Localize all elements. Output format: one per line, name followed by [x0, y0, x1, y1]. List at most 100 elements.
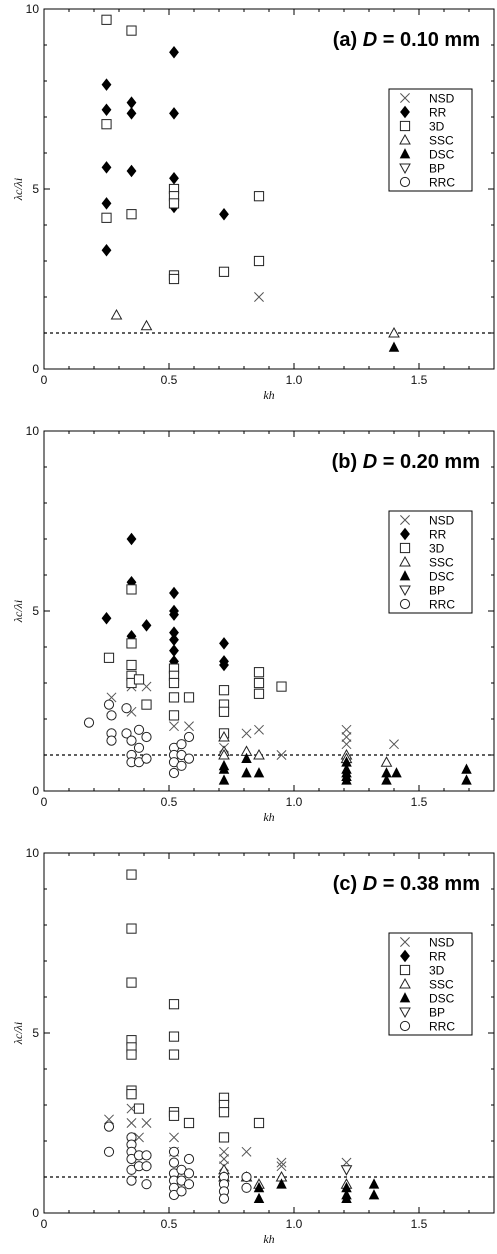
- series-nsd: [254, 292, 264, 302]
- x-tick-label: 0.5: [161, 373, 178, 387]
- data-point-rrc: [183, 1153, 195, 1165]
- data-point-rr: [101, 611, 112, 625]
- data-point-rrc: [133, 742, 145, 753]
- series-rrc: [83, 699, 195, 779]
- legend-marker-dsc: [399, 992, 411, 1003]
- x-tick-label: 1.5: [411, 1217, 428, 1231]
- legend-label-bp: BP: [429, 584, 445, 598]
- data-point-rr: [169, 633, 179, 647]
- data-point-dsc: [241, 767, 252, 778]
- legend-marker-ssc: [399, 555, 411, 567]
- x-tick-label: 1.0: [286, 1217, 303, 1231]
- data-point-rr: [101, 161, 112, 174]
- data-point-3d: [141, 699, 152, 710]
- data-point-3d: [218, 706, 230, 717]
- y-tick-label: 5: [32, 182, 39, 196]
- legend-marker-rr: [400, 527, 410, 541]
- data-point-3d: [168, 677, 180, 689]
- data-point-3d: [168, 692, 180, 703]
- data-point-3d: [101, 212, 112, 223]
- data-point-3d: [168, 710, 180, 721]
- data-point-dsc: [391, 767, 402, 778]
- legend-marker-rr: [400, 105, 410, 119]
- data-point-dsc: [461, 763, 472, 774]
- data-point-3d: [218, 266, 230, 277]
- data-point-nsd: [219, 1146, 229, 1157]
- data-point-nsd: [241, 728, 252, 739]
- data-point-rrc: [103, 699, 115, 710]
- legend-marker-ssc: [399, 977, 411, 989]
- data-point-3d: [168, 273, 180, 285]
- legend-marker-3d: [399, 964, 411, 976]
- data-point-3d: [168, 1049, 180, 1060]
- data-point-rrc: [133, 724, 145, 735]
- y-axis-label: λc/λi: [11, 178, 25, 201]
- data-point-rr: [126, 532, 137, 546]
- data-point-nsd: [276, 1157, 287, 1168]
- data-point-nsd: [184, 721, 194, 732]
- series-ssc: [110, 308, 400, 338]
- data-point-3d: [168, 198, 180, 209]
- data-point-nsd: [241, 1146, 252, 1157]
- data-point-3d: [126, 25, 137, 36]
- data-point-rrc: [168, 1146, 180, 1157]
- data-point-3d: [253, 191, 265, 202]
- legend-marker-rrc: [399, 1020, 411, 1032]
- y-tick-label: 0: [32, 784, 39, 798]
- data-point-rr: [141, 619, 152, 632]
- legend-label-ssc: SSC: [429, 134, 454, 148]
- series-nsd: [106, 681, 399, 760]
- data-point-rr: [126, 164, 137, 178]
- data-point-rrc: [141, 1179, 152, 1190]
- data-point-nsd: [104, 1114, 114, 1125]
- data-point-nsd: [276, 750, 287, 760]
- data-point-rr: [169, 608, 179, 621]
- data-point-rrc: [183, 1168, 195, 1179]
- data-point-rrc: [121, 703, 132, 714]
- data-point-ssc: [110, 308, 123, 320]
- data-point-rr: [169, 45, 179, 59]
- data-point-rrc: [241, 1182, 252, 1193]
- legend-marker-dsc: [399, 570, 411, 581]
- data-point-3d: [168, 1031, 180, 1042]
- x-tick-label: 0.5: [161, 1217, 178, 1231]
- legend-label-nsd: NSD: [429, 92, 455, 106]
- y-tick-label: 5: [32, 1026, 39, 1040]
- data-point-rr: [169, 586, 179, 600]
- data-point-3d: [253, 255, 265, 267]
- data-point-rrc: [141, 753, 152, 764]
- data-point-3d: [183, 1117, 195, 1129]
- x-tick-label: 0: [41, 373, 48, 387]
- data-point-rrc: [176, 1186, 187, 1197]
- data-point-3d: [183, 692, 195, 703]
- legend-label-bp: BP: [429, 1006, 445, 1020]
- y-tick-label: 0: [32, 362, 39, 376]
- data-point-nsd: [341, 732, 352, 742]
- data-point-rr: [219, 637, 229, 650]
- data-point-dsc: [368, 1178, 380, 1189]
- data-point-rr: [169, 644, 179, 657]
- legend-label-nsd: NSD: [429, 514, 455, 528]
- legend-marker-bp: [399, 163, 411, 175]
- series-dsc: [253, 1178, 380, 1203]
- x-tick-label: 0: [41, 1217, 48, 1231]
- data-point-rrc: [141, 1150, 152, 1161]
- y-tick-label: 10: [26, 2, 40, 16]
- y-axis-label: λc/λi: [11, 1022, 25, 1045]
- legend-label-rr: RR: [429, 950, 447, 964]
- series-rr: [101, 532, 229, 672]
- legend-label-dsc: DSC: [429, 148, 455, 162]
- data-point-dsc: [276, 1178, 287, 1189]
- data-point-3d: [101, 14, 112, 25]
- data-point-nsd: [169, 1132, 179, 1143]
- data-point-ssc: [380, 756, 393, 767]
- legend-label-dsc: DSC: [429, 570, 455, 584]
- data-point-rrc: [103, 1146, 115, 1157]
- x-tick-label: 0: [41, 795, 48, 809]
- data-point-rr: [101, 103, 112, 117]
- legend-label-rrc: RRC: [429, 598, 455, 612]
- data-point-dsc: [388, 341, 400, 352]
